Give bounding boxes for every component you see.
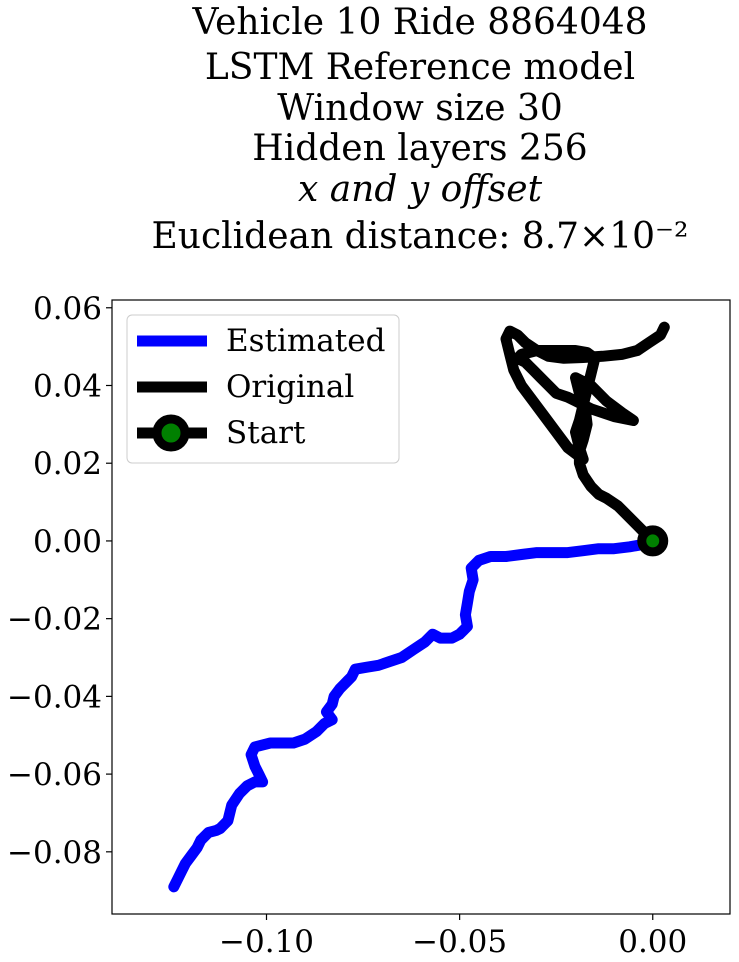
y-tick-label: −0.02 xyxy=(7,602,102,638)
legend-label-original: Original xyxy=(226,369,354,405)
x-tick-label: −0.05 xyxy=(412,924,507,960)
x-axis: −0.10 −0.05 0.00 xyxy=(219,914,687,960)
title-line-3: Window size 30 xyxy=(277,88,563,129)
title-line-2: LSTM Reference model xyxy=(205,47,635,88)
y-tick-label: −0.04 xyxy=(7,679,102,715)
y-tick-label: 0.04 xyxy=(33,368,102,404)
chart-title: Vehicle 10 Ride 8864048 LSTM Reference m… xyxy=(152,2,689,257)
legend-box xyxy=(126,314,400,464)
y-axis: 0.06 0.04 0.02 0.00 −0.02 −0.04 −0.06 −0.08 xyxy=(7,291,112,871)
plot-frame xyxy=(111,299,731,915)
title-line-6: Euclidean distance: 8.7×10⁻² xyxy=(152,216,689,257)
legend-label-start: Start xyxy=(226,415,306,451)
title-line-5: x and y offset xyxy=(298,169,543,210)
y-tick-label: 0.06 xyxy=(33,291,102,327)
start-marker xyxy=(637,525,669,557)
y-tick-label: −0.08 xyxy=(7,835,102,871)
legend-swatch-start-marker xyxy=(152,414,190,452)
start-marker-group xyxy=(637,525,669,557)
x-tick-label: 0.00 xyxy=(618,924,687,960)
y-tick-label: −0.06 xyxy=(7,757,102,793)
series-line-estimated xyxy=(168,535,659,893)
y-tick-label: 0.02 xyxy=(33,446,102,482)
series-line-original xyxy=(500,321,670,547)
legend: Estimated Original Start xyxy=(126,314,400,464)
y-tick-label: 0.00 xyxy=(33,524,102,560)
plot-lines xyxy=(168,321,670,893)
x-tick-label: −0.10 xyxy=(219,924,314,960)
title-line-1: Vehicle 10 Ride 8864048 xyxy=(191,2,647,43)
legend-label-estimated: Estimated xyxy=(226,323,385,359)
title-line-4: Hidden layers 256 xyxy=(252,128,587,169)
